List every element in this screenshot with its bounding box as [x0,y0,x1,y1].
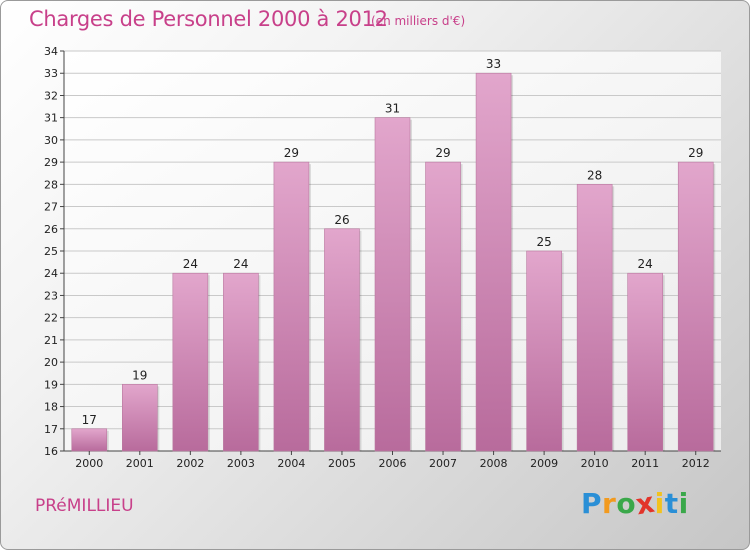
y-tick-label: 20 [44,356,58,369]
data-label: 24 [233,257,248,271]
data-label: 26 [334,213,349,227]
y-tick-label: 28 [44,178,58,191]
data-label: 17 [82,413,97,427]
bar [273,161,310,452]
bar [374,117,411,452]
data-label: 33 [486,57,501,71]
data-label: 25 [536,235,551,249]
y-tick-label: 22 [44,312,58,325]
bar [526,250,562,452]
x-tick-label: 2006 [379,457,407,470]
x-tick-label: 2005 [328,457,356,470]
logo-letter: r [602,487,617,520]
logo-letter: i [654,487,665,520]
y-tick-label: 17 [44,423,58,436]
commune-name: PRéMILLIEU [35,496,134,516]
x-tick-label: 2001 [126,457,154,470]
x-tick-label: 2000 [75,457,103,470]
logo-letter: i [678,487,689,520]
y-tick-label: 30 [44,134,58,147]
data-label: 29 [435,146,450,160]
data-label: 31 [385,102,400,116]
y-tick-label: 21 [44,334,58,347]
bar [576,184,613,452]
y-tick-label: 31 [44,112,58,125]
chart-subtitle: (en milliers d'€) [371,14,466,28]
data-label: 24 [183,257,198,271]
bar [223,272,259,452]
y-tick-label: 32 [44,89,58,102]
y-tick-label: 16 [44,445,58,458]
y-tick-label: 33 [44,67,58,80]
bar [324,228,360,452]
data-label: 29 [688,146,703,160]
y-tick-label: 29 [44,156,58,169]
y-tick-label: 18 [44,401,58,414]
x-tick-label: 2008 [480,457,508,470]
x-tick-label: 2002 [176,457,204,470]
proxiti-logo[interactable]: Proxiti [581,486,689,522]
y-tick-label: 34 [44,45,58,58]
chart-title: Charges de Personnel 2000 à 2012 [29,7,388,31]
x-tick-label: 2009 [530,457,558,470]
y-tick-label: 23 [44,289,58,302]
data-label: 19 [132,368,147,382]
bar [475,72,512,452]
bar [627,272,663,452]
bar [122,384,158,452]
logo-letter: P [581,487,603,520]
bar [71,428,108,452]
bar [677,161,714,452]
y-tick-label: 24 [44,267,58,280]
data-label: 29 [284,146,299,160]
x-tick-label: 2012 [682,457,710,470]
bar [425,161,461,452]
x-tick-label: 2007 [429,457,457,470]
y-tick-label: 19 [44,378,58,391]
y-tick-label: 25 [44,245,58,258]
logo-letter: o [616,487,637,520]
x-tick-label: 2004 [277,457,305,470]
logo-letter: t [664,487,679,520]
bar [172,272,209,452]
data-label: 24 [638,257,653,271]
x-tick-label: 2003 [227,457,255,470]
y-tick-label: 26 [44,223,58,236]
x-tick-label: 2011 [631,457,659,470]
x-tick-label: 2010 [581,457,609,470]
data-label: 28 [587,168,602,182]
y-tick-label: 27 [44,201,58,214]
